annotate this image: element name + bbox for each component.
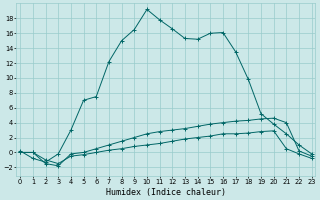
X-axis label: Humidex (Indice chaleur): Humidex (Indice chaleur) bbox=[106, 188, 226, 197]
